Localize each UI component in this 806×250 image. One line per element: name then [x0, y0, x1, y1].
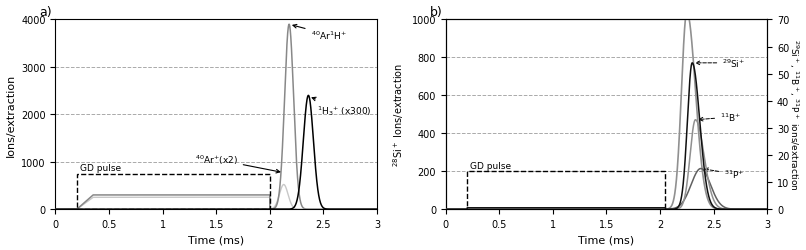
Text: $^{11}$B$^{+}$: $^{11}$B$^{+}$ — [700, 112, 742, 124]
Text: $^{31}$P$^{+}$: $^{31}$P$^{+}$ — [704, 168, 745, 180]
X-axis label: Time (ms): Time (ms) — [188, 234, 244, 244]
Text: $^{40}$Ar$^{+}$(x2): $^{40}$Ar$^{+}$(x2) — [195, 153, 280, 173]
Y-axis label: $^{29}$Si$^+$, $^{11}$B$^+$, $^{31}$P$^+$ ions/extraction: $^{29}$Si$^+$, $^{11}$B$^+$, $^{31}$P$^+… — [787, 39, 800, 190]
Text: $^{40}$Ar$^{1}$H$^{+}$: $^{40}$Ar$^{1}$H$^{+}$ — [293, 25, 347, 42]
X-axis label: Time (ms): Time (ms) — [579, 234, 634, 244]
Text: b): b) — [430, 6, 442, 18]
Text: GD pulse: GD pulse — [80, 164, 121, 172]
Text: GD pulse: GD pulse — [471, 162, 512, 171]
Text: $^{1}$H$_{3}$$^{+}$ (x300): $^{1}$H$_{3}$$^{+}$ (x300) — [312, 98, 372, 117]
Text: $<$-  $^{28}$Si$^{+}$: $<$- $^{28}$Si$^{+}$ — [0, 249, 1, 250]
Text: a): a) — [39, 6, 52, 18]
Y-axis label: Ions/extraction: Ions/extraction — [6, 74, 15, 156]
Text: $^{29}$Si$^{+}$: $^{29}$Si$^{+}$ — [696, 58, 746, 70]
Y-axis label: $^{28}$Si$^+$ Ions/extraction: $^{28}$Si$^+$ Ions/extraction — [391, 63, 406, 167]
